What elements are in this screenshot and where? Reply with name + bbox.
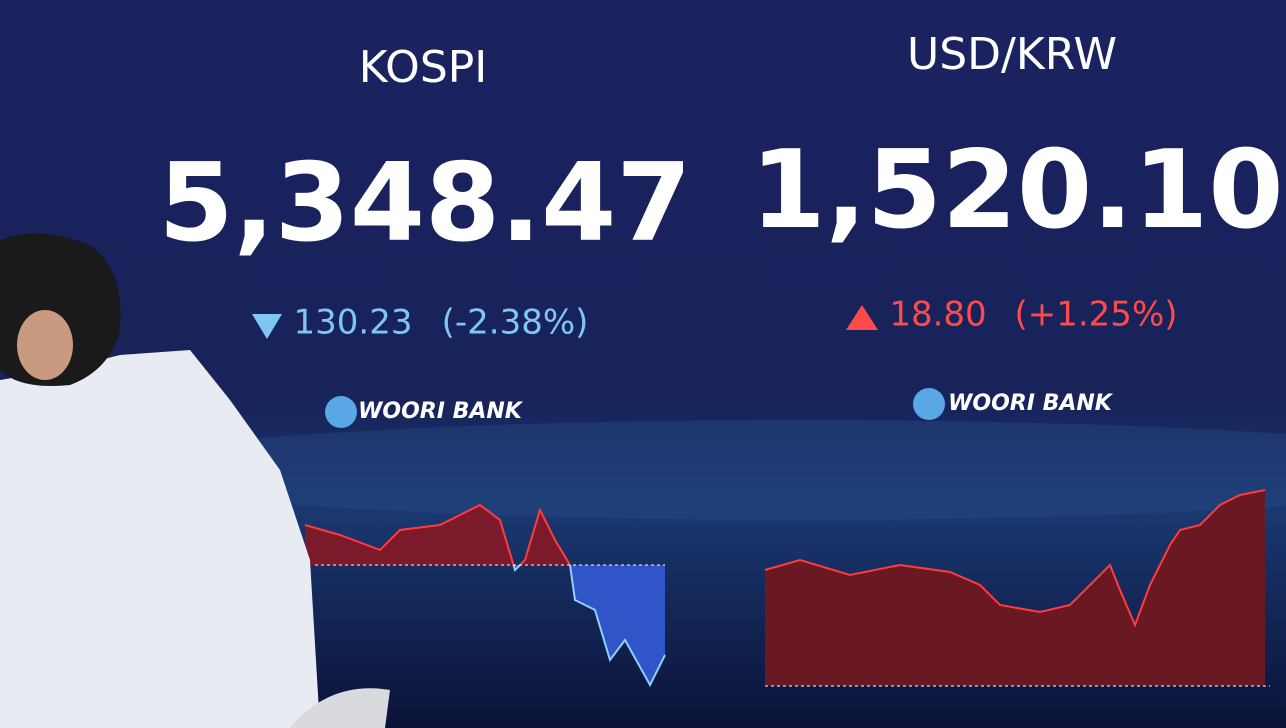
usdkrw-change: 18.80 — [889, 295, 986, 335]
usdkrw-title: USD/KRW — [907, 29, 1117, 80]
kospi-title: KOSPI — [359, 42, 488, 93]
usdkrw-brand: WOORI BANK — [948, 391, 1114, 416]
usdkrw-change-percent: (+1.25%) — [1014, 295, 1177, 335]
glow — [100, 420, 1286, 520]
brand-logo — [325, 396, 357, 428]
brand-logo — [913, 388, 945, 420]
kospi-change-percent: (-2.38%) — [442, 303, 589, 343]
kospi-change: 130.23 — [294, 303, 413, 343]
up-arrow — [846, 305, 878, 330]
kospi-value: 5,348.47 — [159, 141, 692, 266]
kospi-chart — [304, 503, 666, 688]
usdkrw-value: 1,520.10 — [751, 128, 1284, 253]
kospi-brand: WOORI BANK — [358, 399, 524, 424]
usdkrw-chart — [764, 489, 1270, 687]
down-arrow — [252, 314, 282, 339]
person — [0, 233, 390, 728]
